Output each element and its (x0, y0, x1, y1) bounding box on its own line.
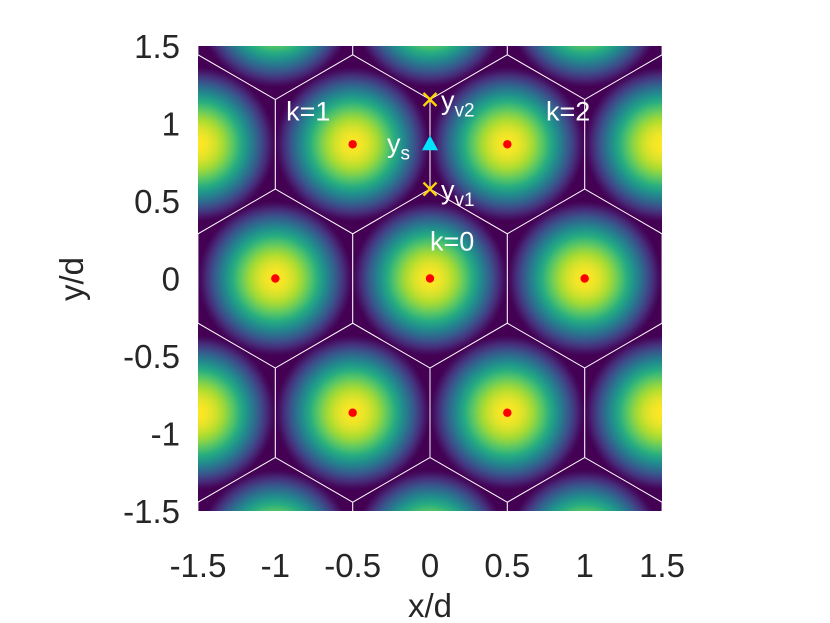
peak-dot (503, 408, 512, 417)
x-tick-label: 1.5 (639, 547, 685, 584)
x-axis-ticks: -1.5 -1 -0.5 0 0.5 1 1.5 (170, 547, 685, 584)
y-tick-label: -1.5 (123, 493, 180, 530)
peak-dot (580, 274, 589, 283)
vertex-marker-v1 (422, 181, 438, 197)
peak-dot (503, 140, 512, 149)
saddle-marker (422, 135, 438, 151)
y-tick-label: -1 (151, 416, 180, 453)
x-tick-label: -0.5 (324, 547, 381, 584)
x-tick-label: 0 (421, 547, 439, 584)
cell-hexagon (584, 322, 662, 503)
peak-dot (348, 140, 357, 149)
y-tick-label: 1 (162, 106, 180, 143)
marker-label-sub-v1: v1 (455, 190, 475, 211)
marker-label-sub-v2: v2 (455, 100, 475, 121)
y-axis-ticks: -1.5 -1 -0.5 0 0.5 1 1.5 (123, 28, 180, 530)
x-tick-label: 0.5 (484, 547, 530, 584)
peak-dots (271, 140, 589, 417)
peak-dot (271, 274, 280, 283)
marker-label-sub-s: s (401, 143, 411, 164)
y-tick-label: 0.5 (134, 183, 180, 220)
y-tick-label: 1.5 (134, 28, 180, 65)
cell-hexagon (198, 456, 354, 511)
annotation-k1: k=1 (286, 96, 330, 126)
x-tick-label: -1 (261, 547, 290, 584)
annotation-k0: k=0 (430, 227, 474, 257)
vertex-marker-v2 (422, 92, 438, 107)
annotation-k2: k=2 (546, 96, 590, 126)
y-axis-label: y/d (53, 257, 90, 301)
cell-hexagon (506, 456, 662, 511)
x-tick-label: -1.5 (170, 547, 227, 584)
cell-hexagon (198, 46, 354, 101)
x-axis-label: x/d (408, 587, 452, 623)
y-tick-label: 0 (162, 261, 180, 298)
plot-area (198, 46, 662, 511)
peak-dot (425, 274, 435, 283)
peak-dot (348, 408, 357, 417)
cell-hexagon (506, 46, 662, 101)
y-tick-label: -0.5 (123, 338, 180, 375)
x-tick-label: 1 (575, 547, 593, 584)
annotations: k=0 k=1 k=2 (286, 96, 590, 256)
cell-hexagon (198, 322, 276, 503)
